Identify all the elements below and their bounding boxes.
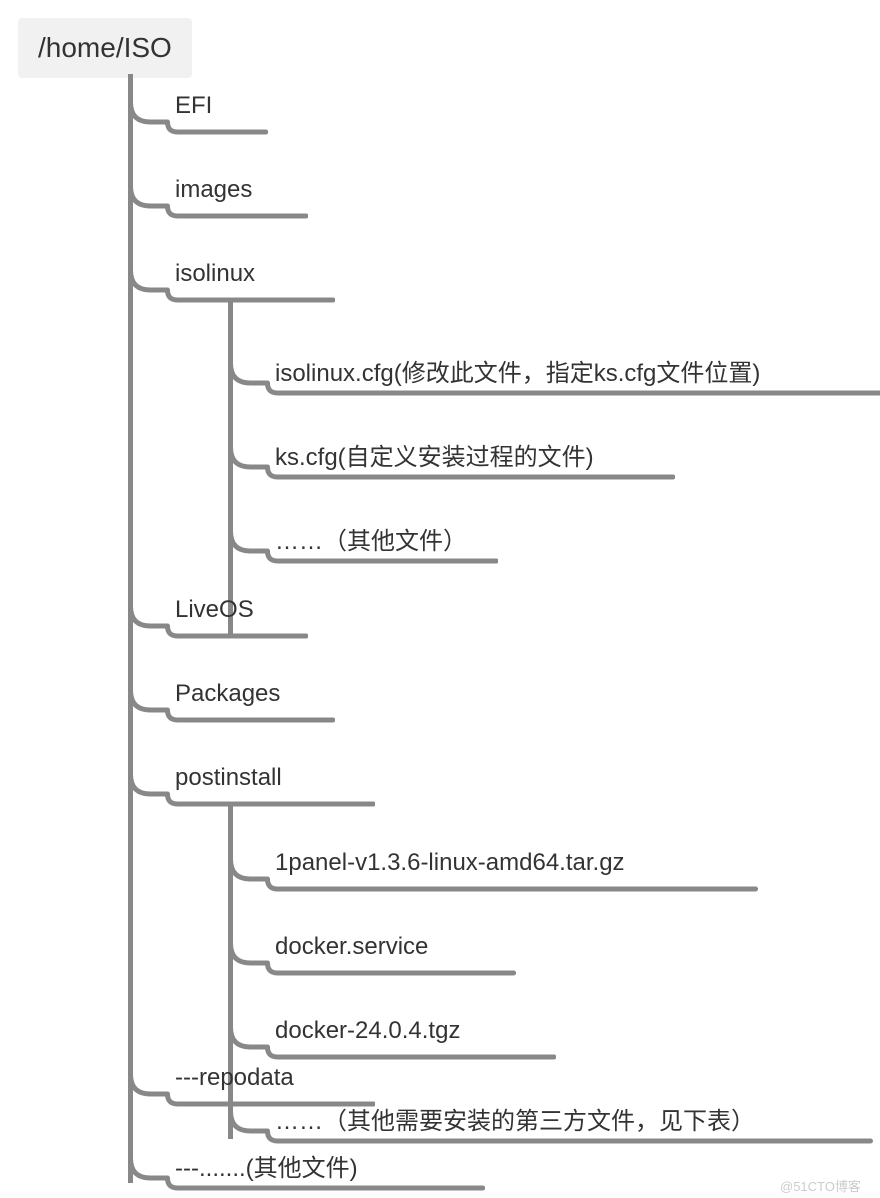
tree-node-1panel: 1panel-v1.3.6-linux-amd64.tar.gz — [275, 849, 625, 877]
tree-node-repodata: ---repodata — [175, 1064, 294, 1092]
tree-node-dsvc: docker.service — [275, 933, 428, 961]
tree-node-isolinux: isolinux — [175, 260, 255, 288]
tree-node-efi: EFI — [175, 92, 212, 120]
tree-node-liveos: LiveOS — [175, 596, 254, 624]
tree-node-images: images — [175, 176, 252, 204]
watermark: @51CTO博客 — [780, 1176, 861, 1195]
tree-node-packages: Packages — [175, 680, 280, 708]
tree-node-dtgz: docker-24.0.4.tgz — [275, 1017, 460, 1045]
tree-node-postinstall: postinstall — [175, 764, 282, 792]
root-node: /home/ISO — [18, 18, 192, 78]
